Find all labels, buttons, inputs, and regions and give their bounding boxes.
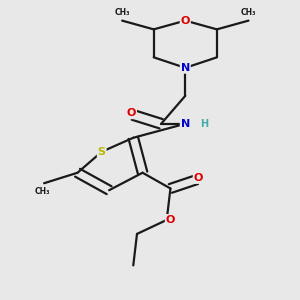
Text: O: O <box>194 173 203 183</box>
Text: S: S <box>98 147 106 157</box>
Text: CH₃: CH₃ <box>114 8 130 17</box>
Text: H: H <box>201 119 209 130</box>
Text: N: N <box>181 119 190 129</box>
Text: O: O <box>181 16 190 26</box>
Text: O: O <box>166 215 175 225</box>
Text: CH₃: CH₃ <box>241 8 256 17</box>
Text: CH₃: CH₃ <box>34 187 50 196</box>
Text: O: O <box>127 108 136 118</box>
Text: N: N <box>181 63 190 73</box>
